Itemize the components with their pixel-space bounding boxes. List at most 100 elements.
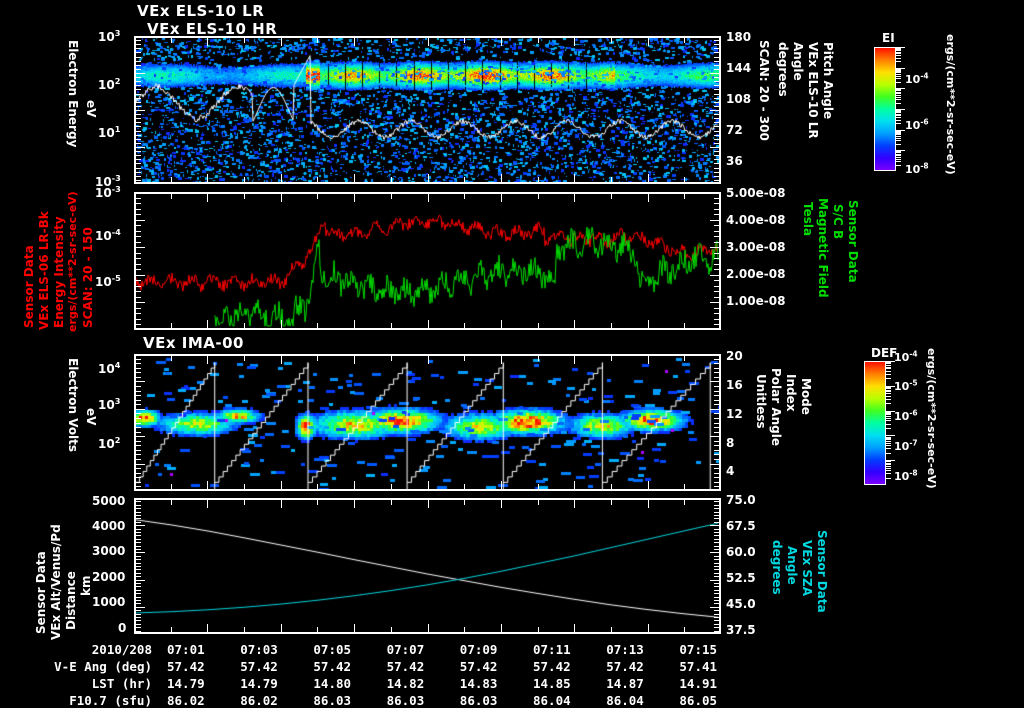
panel4-rlabel-2: Angle <box>785 546 799 585</box>
time-table-cell-ve_ang-5: 57.42 <box>533 659 571 674</box>
panel2-rtick-2: 3.00e-08 <box>726 240 786 254</box>
panel1-rlabel-3: degrees <box>776 42 790 97</box>
time-table-cell-f107-5: 86.04 <box>533 693 571 708</box>
panel2-ytick-0: 10-3 <box>95 184 121 200</box>
time-table-row-label-1: V-E Ang (deg) <box>54 659 152 674</box>
time-table-cell-lst-0: 14.79 <box>167 676 205 691</box>
panel1-cbtick-0: 10-4 <box>905 71 929 86</box>
panel2-rlabel-3: Tesla <box>801 202 815 237</box>
panel1-ylabel-unit: eV <box>84 100 98 118</box>
panel3-rtick-1: 16 <box>726 378 743 392</box>
panel3-title: VEx IMA-00 <box>143 334 244 352</box>
panel1-ytick-2: 101 <box>98 124 121 140</box>
panel2-ytick-1: 10-4 <box>95 227 121 243</box>
panel4-rtick-0: 75.0 <box>726 493 756 507</box>
time-table-cell-f107-1: 86.02 <box>240 693 278 708</box>
panel4-rtick-2: 60.0 <box>726 545 756 559</box>
panel1-rtick-4: 36 <box>726 154 743 168</box>
panel4-rtick-1: 67.5 <box>726 519 756 533</box>
panel4-rtick-4: 45.0 <box>726 597 756 611</box>
panel3-colorbar-ticks <box>886 361 895 485</box>
time-table-cell-f107-2: 86.03 <box>313 693 352 708</box>
panel1-rtick-3: 72 <box>726 123 743 137</box>
time-table-cell-ve_ang-0: 57.42 <box>167 659 205 674</box>
time-table-cell-ve_ang-4: 57.42 <box>459 659 498 674</box>
panel2-llabel-4: SCAN: 20 - 150 <box>81 227 95 328</box>
time-table-cell-ve_ang-7: 57.41 <box>679 659 718 674</box>
panel1-scan-label: SCAN: 20 - 300 <box>757 40 771 141</box>
panel4-ytick-4: 1000 <box>92 595 126 609</box>
panel2-llabel-1: VEx ELS-06 LR-Bk <box>37 211 51 330</box>
time-table-cell-f107-7: 86.05 <box>679 693 718 708</box>
panel1-ytick-1: 102 <box>98 76 121 92</box>
panel2-rtick-0: 5.00e-08 <box>726 186 786 200</box>
panel2-ytick-2: 10-5 <box>95 273 121 289</box>
panel4-llabel-2: Distance <box>64 571 78 630</box>
time-table-cell-f107-6: 86.04 <box>606 693 644 708</box>
time-table-cell-lst-6: 14.87 <box>606 676 644 691</box>
panel3-plot-area[interactable] <box>134 354 721 491</box>
panel4-ytick-2: 3000 <box>92 544 126 558</box>
time-table-cell-ve_ang-3: 57.42 <box>386 659 425 674</box>
panel3-rtick-4: 4 <box>726 464 735 478</box>
panel2-plot-area[interactable] <box>134 192 721 330</box>
panel2-llabel-3: ergs/(cm**2-sr-sec-eV) <box>66 191 79 332</box>
time-table-cell-ve_ang-2: 57.42 <box>313 659 352 674</box>
panel2-rlabel-0: Sensor Data <box>846 200 860 283</box>
panel2-rlabel-2: Magnetic Field <box>816 198 830 298</box>
panel4-rlabel-0: Sensor Data <box>815 530 829 613</box>
time-table-cell-lst-7: 14.91 <box>679 676 718 691</box>
time-table-cell-time-2: 07:05 <box>313 642 352 657</box>
time-table-row-label-2: LST (hr) <box>91 676 152 691</box>
time-table-cell-time-0: 07:01 <box>167 642 205 657</box>
time-table-cell-ve_ang-1: 57.42 <box>240 659 278 674</box>
panel3-rtick-0: 20 <box>726 349 743 363</box>
panel4-llabel-1: VEx Alt/Venus/Pd <box>49 524 63 640</box>
panel4-llabel-0: Sensor Data <box>34 551 48 634</box>
panel1-colorbar-ticks <box>896 47 905 171</box>
panel1-rlabel-0: Pitch Angle <box>821 42 835 120</box>
time-table-cell-lst-1: 14.79 <box>240 676 278 691</box>
panel1-plot-area[interactable] <box>134 36 721 184</box>
panel4-ytick-0: 5000 <box>92 494 126 508</box>
panel2-rlabel-1: S/C B <box>831 204 845 240</box>
time-table-row-label-3: F10.7 (sfu) <box>69 693 152 708</box>
panel3-ylabel-unit: eV <box>84 408 98 426</box>
time-table-cell-f107-0: 86.02 <box>167 693 205 708</box>
panel2-rtick-1: 4.00e-08 <box>726 213 786 227</box>
time-table-cell-lst-3: 14.82 <box>386 676 425 691</box>
panel4-ytick-1: 4000 <box>92 519 126 533</box>
panel1-title-hr: VEx ELS-10 HR <box>147 20 278 38</box>
panel1-rtick-2: 108 <box>726 92 752 106</box>
panel3-rlabel-1: Index <box>784 374 798 412</box>
panel1-title-lr: VEx ELS-10 LR <box>137 2 265 20</box>
panel3-rtick-2: 12 <box>726 407 743 421</box>
panel1-rtick-0: 180 <box>726 30 752 44</box>
panel4-rlabel-3: degrees <box>770 540 784 595</box>
panel3-rlabel-2: Polar Angle <box>769 368 783 447</box>
panel4-ytick-5: 0 <box>118 621 127 635</box>
panel2-rtick-3: 2.00e-08 <box>726 267 786 281</box>
panel3-rtick-3: 8 <box>726 436 735 450</box>
panel3-cbtick-4: 10-8 <box>894 468 918 483</box>
panel4-llabel-3: km <box>79 575 93 596</box>
panel1-ytick-0: 103 <box>98 28 121 44</box>
time-table-cell-lst-4: 14.83 <box>459 676 498 691</box>
panel4-ytick-3: 2000 <box>92 570 126 584</box>
time-table-cell-time-5: 07:11 <box>533 642 571 657</box>
panel1-rlabel-1: VEx ELS-10 LR <box>806 42 820 139</box>
panel3-colorbar <box>864 361 886 485</box>
panel4-rlabel-1: VEx SZA <box>800 540 814 597</box>
panel4-plot-area[interactable] <box>134 498 721 634</box>
panel1-colorbar-title: EI <box>882 31 895 45</box>
time-table-cell-time-7: 07:15 <box>679 642 718 657</box>
time-table-cell-f107-4: 86.03 <box>459 693 498 708</box>
panel2-llabel-2: Energy Intensity <box>52 216 66 328</box>
panel3-cbtick-0: 10-4 <box>894 349 918 364</box>
panel3-ytick-2: 102 <box>98 435 121 451</box>
panel3-colorbar-title: DEF <box>871 346 898 360</box>
panel3-colorbar-units: ergs/(cm**2-sr-sec-eV) <box>925 348 938 489</box>
time-table-cell-time-4: 07:09 <box>459 642 498 657</box>
panel2-llabel-0: Sensor Data <box>22 245 36 328</box>
